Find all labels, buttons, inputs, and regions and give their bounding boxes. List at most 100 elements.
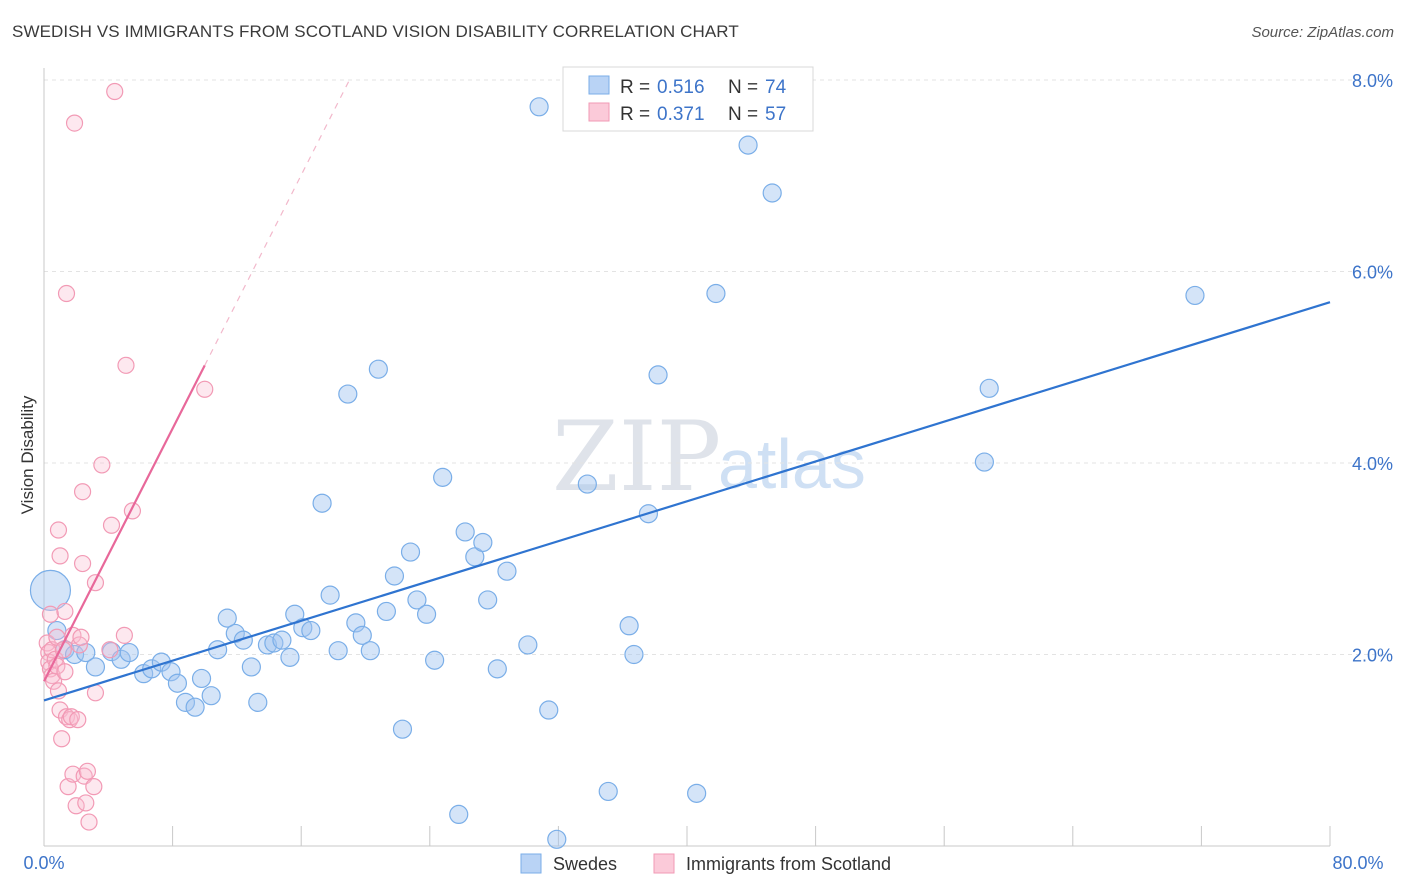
scotland-r-value: 0.371 bbox=[657, 104, 705, 125]
y-tick-label: 8.0% bbox=[1352, 71, 1393, 91]
scotland-point bbox=[56, 602, 74, 621]
swedes-point bbox=[29, 569, 72, 611]
scotland-point bbox=[115, 626, 133, 644]
swedes-point bbox=[161, 662, 181, 682]
swedes-point bbox=[301, 620, 321, 641]
scotland-point bbox=[93, 456, 111, 474]
swedes-point bbox=[473, 532, 493, 553]
swedes-points bbox=[29, 97, 1205, 849]
y-tick-label: 2.0% bbox=[1352, 646, 1393, 666]
swedes-point bbox=[352, 625, 372, 645]
scotland-points bbox=[38, 82, 214, 831]
scotland-point bbox=[57, 284, 76, 303]
scotland-point bbox=[101, 641, 119, 659]
scotland-point bbox=[73, 483, 92, 501]
scotland-point bbox=[77, 794, 95, 812]
scotland-point bbox=[67, 797, 85, 815]
scotland-n-label: N = bbox=[728, 104, 758, 125]
scotland-point bbox=[51, 547, 69, 565]
scotland-legend-label: Immigrants from Scotland bbox=[686, 854, 891, 874]
swedes-point bbox=[175, 692, 196, 712]
scotland-r-label: R = bbox=[620, 104, 650, 125]
swedes-r-label: R = bbox=[620, 77, 650, 98]
swedes-point bbox=[167, 673, 188, 693]
swedes-point bbox=[376, 601, 396, 622]
swedes-point bbox=[320, 585, 340, 605]
swedes-point bbox=[217, 608, 237, 628]
swedes-point bbox=[518, 635, 538, 655]
swedes-point bbox=[487, 659, 507, 679]
watermark-zip: ZIP bbox=[552, 401, 721, 513]
swedes-point bbox=[201, 686, 221, 706]
swedes-point bbox=[346, 613, 366, 633]
scotland-trend-extension bbox=[204, 79, 350, 366]
y-axis-tick-labels: 2.0% 4.0% 6.0% 8.0% bbox=[1352, 71, 1393, 666]
series-legend: Swedes Immigrants from Scotland bbox=[520, 853, 891, 874]
y-tick-label: 6.0% bbox=[1352, 263, 1393, 283]
scotland-point bbox=[57, 708, 76, 726]
watermark: ZIP atlas bbox=[552, 401, 866, 513]
swedes-r-value: 0.516 bbox=[657, 77, 705, 98]
swedes-point bbox=[425, 650, 445, 670]
swedes-point bbox=[624, 644, 644, 665]
swedes-point bbox=[577, 474, 597, 494]
x-axis-ticks bbox=[43, 826, 1331, 846]
swedes-point bbox=[185, 697, 205, 717]
swedes-legend-swatch bbox=[588, 75, 610, 95]
swedes-point bbox=[529, 97, 549, 117]
trend-lines bbox=[43, 79, 1331, 702]
scotland-point bbox=[196, 380, 214, 398]
scotland-point bbox=[41, 605, 60, 623]
scotland-point bbox=[106, 82, 124, 101]
swedes-point bbox=[762, 183, 782, 203]
swedes-point bbox=[360, 641, 380, 661]
swedes-point bbox=[400, 542, 421, 562]
scotland-point bbox=[69, 711, 87, 729]
scotland-n-value: 57 bbox=[765, 104, 786, 125]
scotland-trend-line bbox=[43, 364, 206, 682]
swedes-point bbox=[1185, 285, 1205, 306]
scotland-bottom-swatch bbox=[653, 853, 675, 874]
swedes-point bbox=[416, 604, 437, 624]
swedes-point bbox=[648, 365, 668, 385]
swedes-n-value: 74 bbox=[765, 77, 787, 98]
stats-legend: R = 0.516 N = 74 R = 0.371 N = 57 bbox=[562, 66, 814, 132]
swedes-point bbox=[312, 493, 332, 513]
swedes-point bbox=[119, 642, 139, 663]
swedes-n-label: N = bbox=[728, 77, 758, 98]
swedes-trend-line bbox=[43, 301, 1331, 702]
swedes-point bbox=[338, 384, 358, 404]
swedes-point bbox=[478, 590, 498, 610]
scotland-point bbox=[49, 521, 68, 539]
x-tick-label-max: 80.0% bbox=[1332, 853, 1383, 873]
source-label: Source: ZipAtlas.com bbox=[1251, 24, 1394, 41]
swedes-point bbox=[272, 630, 292, 650]
swedes-point bbox=[191, 668, 212, 689]
swedes-legend-label: Swedes bbox=[553, 854, 617, 874]
swedes-point bbox=[85, 657, 106, 677]
scotland-point bbox=[102, 516, 121, 534]
swedes-point bbox=[979, 378, 999, 398]
swedes-point bbox=[738, 135, 758, 155]
scotland-point bbox=[86, 574, 105, 592]
gridlines bbox=[44, 79, 1392, 655]
swedes-point bbox=[465, 547, 485, 567]
swedes-bottom-swatch bbox=[520, 853, 542, 874]
chart-title: SWEDISH VS IMMIGRANTS FROM SCOTLAND VISI… bbox=[12, 22, 739, 41]
swedes-point bbox=[328, 641, 348, 661]
scotland-point bbox=[53, 730, 71, 748]
watermark-atlas: atlas bbox=[718, 425, 866, 503]
swedes-point bbox=[248, 692, 268, 712]
swedes-point bbox=[497, 561, 517, 581]
swedes-point bbox=[225, 623, 245, 644]
scotland-point bbox=[78, 762, 97, 780]
swedes-point bbox=[619, 616, 639, 636]
swedes-point bbox=[598, 781, 618, 802]
x-tick-label-min: 0.0% bbox=[23, 853, 64, 873]
swedes-point bbox=[407, 590, 427, 610]
swedes-point bbox=[539, 700, 559, 720]
swedes-point bbox=[455, 522, 475, 542]
swedes-point bbox=[384, 566, 405, 586]
swedes-point bbox=[547, 829, 567, 849]
